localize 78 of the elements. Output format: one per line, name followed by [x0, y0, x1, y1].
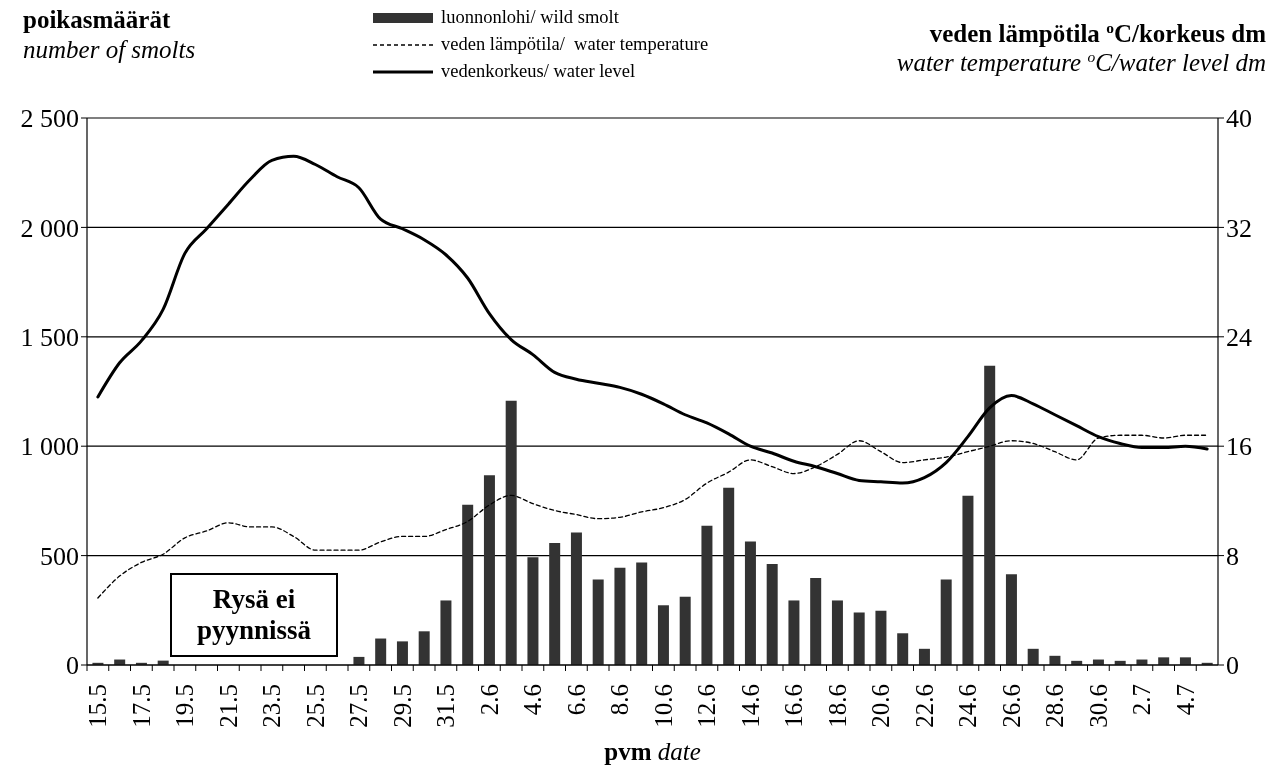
x-tick-label: 19.5: [171, 684, 199, 728]
bar: [375, 638, 387, 665]
x-tick-label: 25.5: [301, 684, 329, 728]
x-tick-label: 20.6: [867, 684, 895, 728]
y2-tick-label: 40: [1226, 104, 1252, 134]
bar: [1179, 657, 1191, 665]
x-tick-label: 26.6: [997, 684, 1025, 728]
annotation: Rysä ei pyynnissä: [195, 584, 313, 646]
legend-label: luonnonlohi/ wild smolt: [441, 7, 619, 28]
y-tick-label: 1 500: [20, 323, 79, 353]
bar: [1027, 648, 1039, 665]
bar: [962, 495, 974, 665]
x-tick-label: 2.7: [1128, 684, 1156, 716]
bar: [657, 605, 669, 665]
x-tick-label: 4.6: [519, 684, 547, 716]
y-tick-label: 2 000: [20, 213, 79, 243]
bar: [810, 577, 822, 665]
legend-label: veden lämpötila/ water temperature: [441, 34, 709, 55]
y-tick-label: 1 000: [20, 432, 79, 462]
y2-tick-label: 32: [1226, 213, 1252, 243]
bar: [940, 579, 952, 665]
x-tick-label: 27.5: [345, 684, 373, 728]
y2-tick-label: 16: [1226, 432, 1252, 462]
bar: [505, 400, 517, 665]
x-tick-label: 15.5: [84, 684, 112, 728]
y2-tick-label: 8: [1226, 541, 1239, 571]
bar: [875, 610, 887, 665]
bar: [636, 562, 648, 665]
x-tick-label: 6.6: [562, 684, 590, 716]
bar: [549, 542, 561, 665]
y-axis-title: poikasmäärät number of smolts: [23, 6, 196, 63]
y-tick-label: 500: [40, 541, 79, 571]
y2-tick-label: 24: [1226, 323, 1252, 353]
x-tick-label: 16.6: [780, 684, 808, 728]
y2-tick-label: 0: [1226, 651, 1239, 681]
bar: [984, 365, 996, 665]
bar: [614, 567, 626, 665]
legend-label: vedenkorkeus/ water level: [441, 61, 636, 82]
bar: [462, 504, 474, 665]
bar: [788, 600, 800, 665]
x-tick-label: 31.5: [432, 684, 460, 728]
bar: [723, 487, 735, 665]
bar: [853, 612, 865, 665]
x-tick-label: 10.6: [649, 684, 677, 728]
bar: [592, 579, 604, 665]
x-tick-label: 14.6: [736, 684, 764, 728]
bar: [1005, 574, 1017, 665]
x-tick-label: 8.6: [606, 684, 634, 716]
bar: [679, 596, 691, 665]
text: veden lämpötila $^{o}$C/korkeus dm water temperature $^{o}$C/water level dm: [896, 19, 1266, 76]
x-tick-label: 24.6: [954, 684, 982, 728]
x-tick-label: 17.5: [127, 684, 155, 728]
x-tick-label: 4.7: [1171, 684, 1199, 716]
x-tick-label: 28.6: [1041, 684, 1069, 728]
x-tick-label: 21.5: [214, 684, 242, 728]
x-tick-label: 2.6: [475, 684, 503, 716]
x-tick-label: 29.5: [388, 684, 416, 728]
bar: [766, 563, 778, 665]
bar: [396, 641, 408, 665]
x-axis-title: pvm date: [604, 738, 701, 765]
x-tick-label: 18.6: [823, 684, 851, 728]
bar: [744, 541, 756, 665]
x-tick-label: 12.6: [693, 684, 721, 728]
bar: [570, 532, 582, 665]
bar: [483, 475, 495, 665]
bar: [897, 633, 909, 665]
bar: [701, 525, 713, 665]
y-tick-label: 0: [66, 651, 79, 681]
y-tick-label: 2 500: [20, 104, 79, 134]
bar: [831, 600, 843, 665]
bar: [527, 557, 539, 665]
x-tick-label: 23.5: [258, 684, 286, 728]
bar: [918, 648, 930, 665]
x-tick-label: 22.6: [910, 684, 938, 728]
bar: [1158, 657, 1170, 665]
bar: [418, 631, 430, 665]
x-tick-label: 30.6: [1084, 684, 1112, 728]
bar: [440, 600, 452, 665]
